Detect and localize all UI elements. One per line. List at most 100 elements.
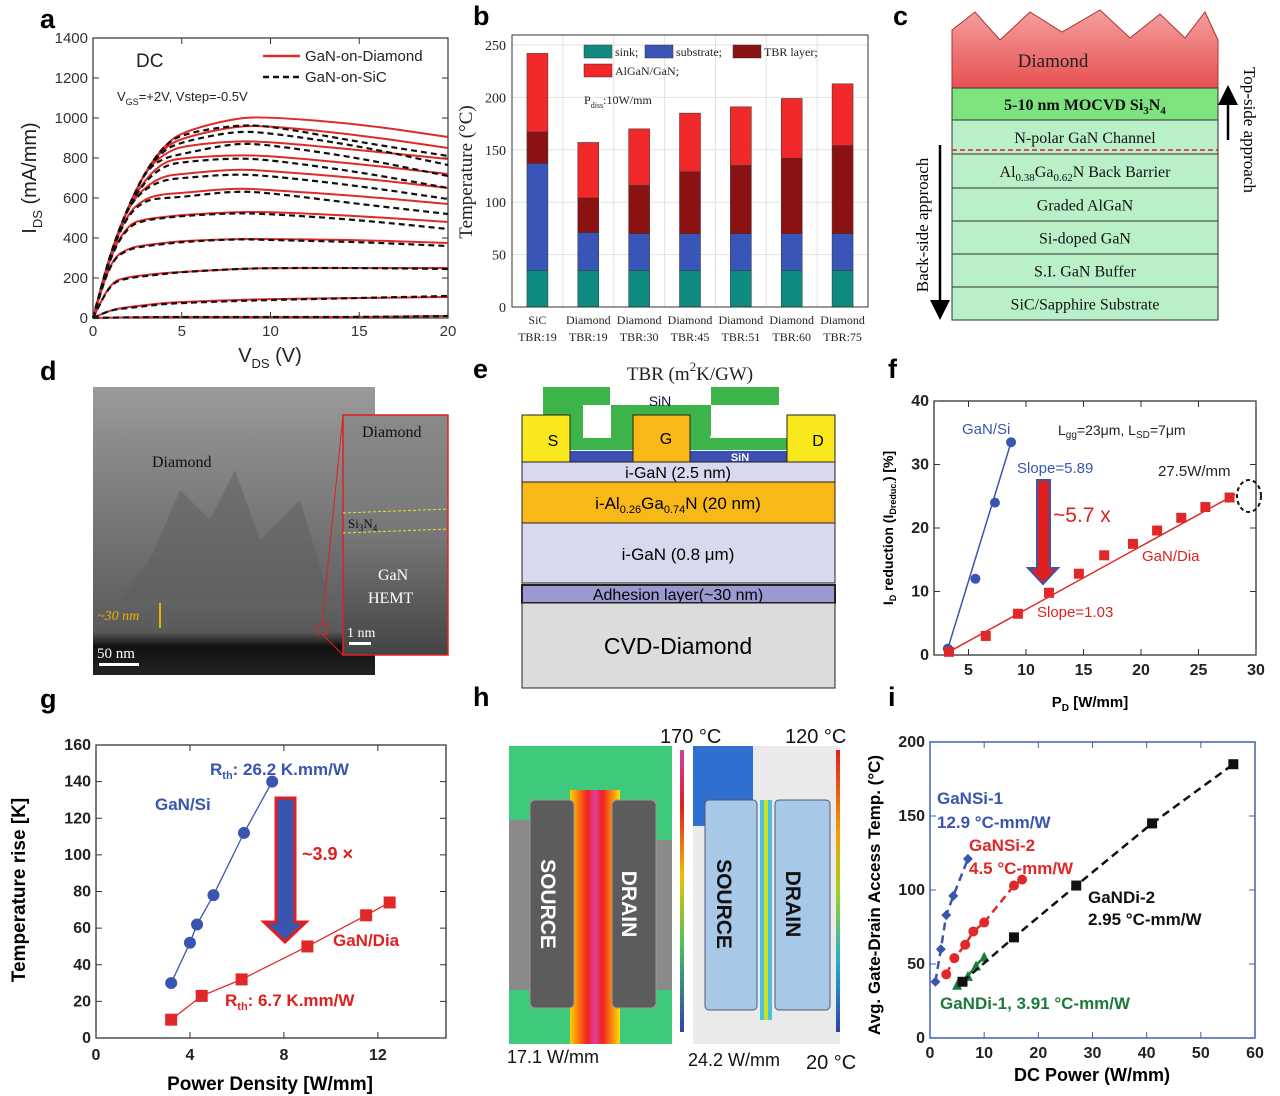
layer-igan-thick [521, 522, 836, 584]
bar-segment-TBR layer [526, 131, 549, 164]
scale-bar-label: 50 nm [97, 646, 135, 662]
x-tick-label: 10 [262, 323, 279, 340]
data-point [1176, 512, 1187, 523]
layer [951, 286, 1219, 321]
x-tick-label: 20 [440, 323, 457, 340]
y-tick-label: 0 [80, 310, 88, 327]
data-point [979, 951, 990, 962]
data-point [1147, 818, 1158, 829]
y-tick-label: 10 [911, 584, 929, 601]
y-tick-label: 0 [82, 1030, 91, 1047]
y-tick-label: 80 [73, 884, 91, 901]
y-tick-label: 0 [499, 301, 506, 316]
x-tick-label: TBR:19 [569, 330, 608, 344]
panel-b-stacked-bar-chart: 0 50 100 150 200 250 SiC TBR:19 Diamond TBR:19 Dia… [456, 34, 869, 385]
data-point [989, 497, 1000, 508]
layer [951, 253, 1219, 288]
series-label-gan-dia: GaN/Dia [333, 931, 400, 950]
hrtem-inset [342, 414, 449, 656]
y-tick-label: 40 [73, 957, 91, 974]
data-point [207, 889, 220, 902]
layer [951, 220, 1219, 255]
x-axis-label: PD [W/mm] [1052, 694, 1128, 714]
label-part: N-polar GaN Channel [1014, 130, 1156, 147]
gap [711, 405, 779, 438]
y-tick-label: 150 [898, 808, 925, 825]
x-tick-label: Diamond [617, 313, 662, 327]
iv-curve-GaN-on-SiC [92, 266, 449, 319]
back-side-label: Back-side approach [913, 157, 932, 292]
ratio-label: ~3.9 × [302, 844, 353, 864]
legend-label-diamond: GaN-on-Diamond [305, 48, 423, 65]
data-point [943, 646, 954, 657]
x-tick-label: Diamond [668, 313, 713, 327]
data-point [948, 890, 959, 901]
source-label-right: SOURCE [712, 859, 735, 949]
data-point [183, 936, 196, 949]
down-arrow-icon [260, 796, 310, 945]
y-tick-label: 30 [911, 457, 929, 474]
bar-segment-sink [780, 270, 803, 308]
y-tick-label: 20 [73, 993, 91, 1010]
bar-segment-substrate [679, 233, 701, 271]
data-marks [942, 437, 1236, 657]
legend-swatch [583, 63, 613, 78]
plot-frame [511, 34, 869, 308]
y-tick-label: 60 [73, 920, 91, 937]
bar-segment-substrate [831, 233, 854, 271]
data-marks [165, 775, 396, 1026]
panel-label-h: h [473, 682, 490, 712]
x-tick-label: 10 [975, 1045, 993, 1062]
bar-segment-TBR layer [628, 185, 650, 234]
rth-gandi-2: 2.95 °C-mm/W [1088, 910, 1203, 929]
label-part: 0.62 [1053, 172, 1072, 184]
data-point [383, 896, 396, 909]
legend-label: AlGaN/GaN; [615, 64, 679, 78]
data-point [968, 926, 979, 937]
panel-e-hemt-cross-section: SiN SiN S G D i-GaN (2.5 nm) i-Al0.26Ga0… [521, 387, 836, 689]
y-tick-label: 1200 [55, 70, 88, 87]
gap [583, 405, 611, 438]
bar-segment-AlGaNGaN [730, 106, 752, 166]
series-label-gansi-2: GaNSi-2 [969, 836, 1035, 855]
gate-label: G [660, 431, 672, 448]
x-tick-label: 4 [186, 1047, 195, 1064]
panel-label-d: d [40, 356, 57, 386]
y-axis-label: IDS (mA/mm) [19, 122, 45, 233]
thickness-label: ~30 nm [97, 609, 139, 624]
y-tick-label: 20 [911, 520, 929, 537]
diamond-label: Diamond [152, 454, 212, 471]
rth-gan-si: Rth: 26.2 K.mm/W [210, 760, 350, 782]
label-part: SiC/Sapphire Substrate [1011, 297, 1160, 314]
highlight-label: 27.5W/mm [1158, 463, 1231, 480]
layer [951, 187, 1219, 222]
scale-bar [99, 663, 139, 666]
x-tick-label: 30 [1247, 662, 1265, 679]
data-point [235, 973, 248, 986]
bar-segment-substrate [526, 163, 549, 271]
label-part: Al [1000, 164, 1017, 181]
layers: 5-10 nm MOCVD Si3N4 N-polar GaN Channel Al… [951, 87, 1219, 321]
iv-curve-GaN-on-SiC [92, 294, 449, 320]
layer-adhesion-label: Adhesion layer(~30 nm) [593, 587, 763, 604]
label-part: 3 [1143, 105, 1149, 117]
y-tick-label: 200 [485, 91, 506, 106]
legend-label: TBR layer; [764, 45, 818, 59]
panel-c-layer-stack-diagram: Diamond 5-10 nm MOCVD Si3N4 N-polar GaN C… [913, 9, 1259, 321]
layer-label: S.I. GaN Buffer [1034, 264, 1137, 281]
x-tick-label: 12 [369, 1047, 387, 1064]
left-max-temp: 170 °C [660, 726, 721, 748]
bar-segment-sink [679, 270, 701, 308]
x-tick-label: 0 [92, 1047, 101, 1064]
y-axis-label: Temperature rise [K] [9, 798, 30, 982]
series-label-gan-si: GaN/Si [155, 795, 211, 814]
legend-swatch [583, 44, 613, 59]
data-point [266, 775, 279, 788]
data-point [1127, 538, 1138, 549]
y-axis-label: Avg. Gate-Drain Access Temp. (°C) [865, 755, 884, 1035]
x-tick-label: 30 [1084, 1045, 1102, 1062]
gate-contact [632, 414, 691, 463]
bar-segment-sink [831, 270, 854, 308]
